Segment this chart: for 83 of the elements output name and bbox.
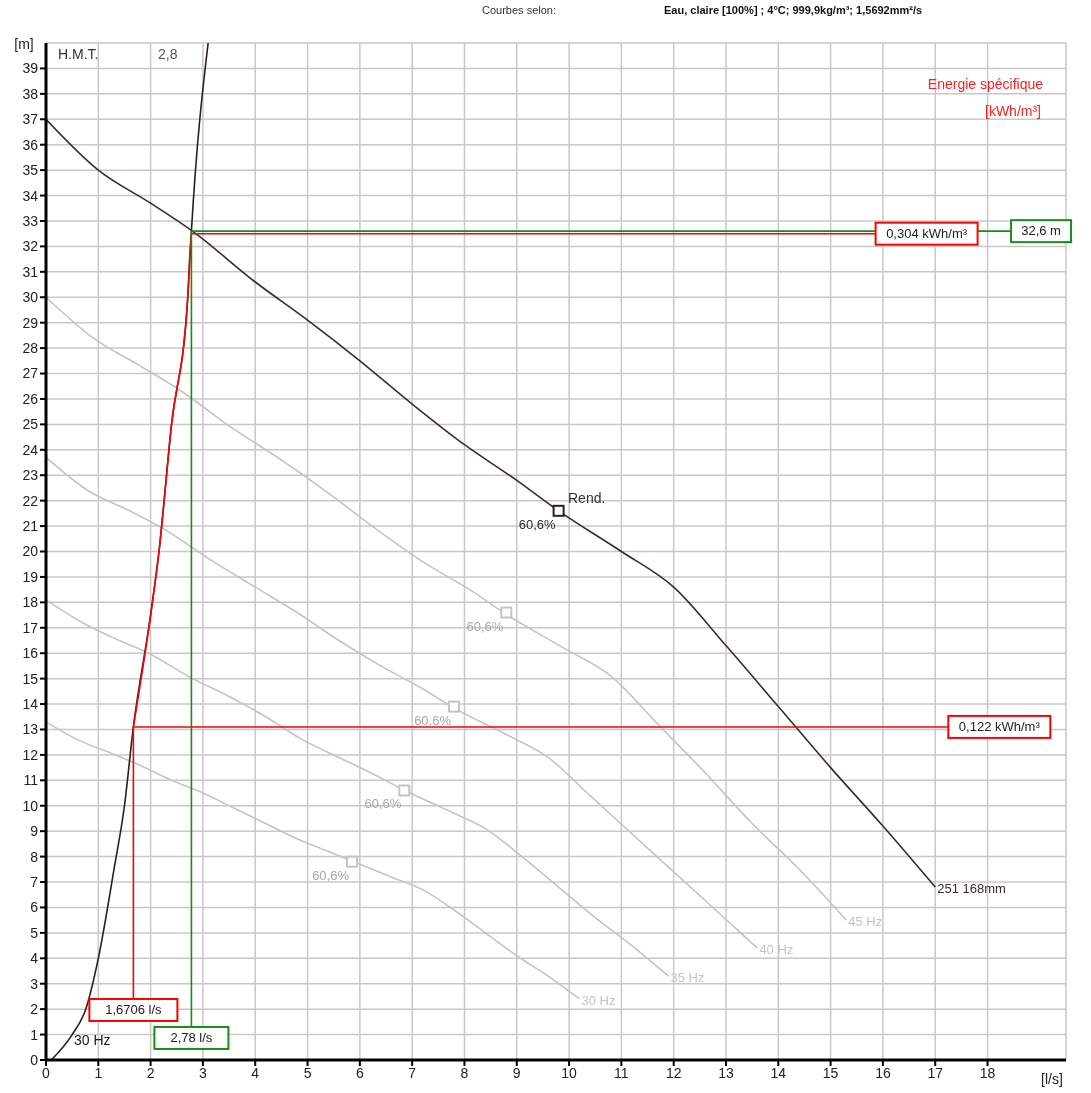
annotation: 60,6% <box>312 867 350 883</box>
y-tick-label: 25 <box>22 416 39 433</box>
y-tick-label: 26 <box>22 390 39 407</box>
y-tick-label: 0 <box>30 1051 39 1068</box>
y-axis-title: [m] <box>14 36 34 52</box>
y-tick-label: 11 <box>23 772 39 789</box>
x-tick-label: 10 <box>561 1064 578 1081</box>
y-tick-label: 35 <box>22 162 39 179</box>
y-tick-label: 7 <box>30 873 39 890</box>
annotation: 2,78 l/s <box>170 1029 213 1045</box>
y-tick-label: 34 <box>22 187 39 204</box>
y-tick-label: 18 <box>22 594 39 611</box>
series-label: 40 Hz <box>759 942 794 958</box>
annotation: 60,6% <box>364 796 402 812</box>
x-tick-label: 8 <box>460 1064 469 1081</box>
y-tick-label: 14 <box>22 696 39 713</box>
y-tick-label: 21 <box>22 518 39 535</box>
x-tick-label: 15 <box>822 1064 839 1081</box>
chart-title: Courbes selon: <box>482 4 556 16</box>
y-tick-label: 15 <box>22 670 39 687</box>
annotation: 1,6706 l/s <box>105 1001 163 1017</box>
y-tick-label: 5 <box>30 924 39 941</box>
chart-subtitle: Eau, claire [100%] ; 4°C; 999,9kg/m³; 1,5692mm²/s <box>664 4 923 16</box>
x-tick-label: 0 <box>42 1064 51 1081</box>
x-tick-label: 11 <box>614 1064 629 1081</box>
x-tick-label: 9 <box>512 1064 521 1081</box>
x-tick-label: 6 <box>355 1064 364 1081</box>
x-tick-label: 3 <box>199 1064 208 1081</box>
x-tick-label: 4 <box>251 1064 260 1081</box>
x-tick-label: 1 <box>94 1064 103 1081</box>
y-tick-label: 6 <box>30 899 39 916</box>
y-tick-label: 28 <box>22 340 39 357</box>
y-tick-label: 12 <box>22 746 39 763</box>
y-tick-label: 32 <box>22 238 39 255</box>
x-tick-label: 18 <box>979 1064 996 1081</box>
annotation: 0,304 kWh/m³ <box>886 225 968 241</box>
y-tick-label: 19 <box>22 568 39 585</box>
y-tick-label: 1 <box>30 1026 39 1043</box>
series-label: 30 Hz <box>581 992 616 1008</box>
y-tick-label: 38 <box>22 85 39 102</box>
x-tick-label: 7 <box>408 1064 417 1081</box>
y-tick-label: 30 <box>22 289 39 306</box>
x-tick-label: 12 <box>665 1064 682 1081</box>
annotation: Rend. <box>568 490 606 506</box>
x-tick-label: 17 <box>927 1064 944 1081</box>
x-axis-title: [l/s] <box>1041 1071 1063 1087</box>
annotation: [kWh/m³] <box>985 103 1041 119</box>
y-tick-label: 17 <box>22 619 39 636</box>
annotation: 0,122 kWh/m³ <box>958 718 1041 734</box>
annotation: 60,6% <box>518 516 557 532</box>
x-tick-label: 16 <box>875 1064 891 1081</box>
y-tick-label: 39 <box>22 60 39 77</box>
series-label: 45 Hz <box>848 914 883 930</box>
y-tick-label: 31 <box>22 263 39 280</box>
y-tick-label: 8 <box>30 848 39 865</box>
y-tick-label: 37 <box>22 111 39 128</box>
y-tick-label: 13 <box>22 721 39 738</box>
annotation: 2,8 <box>158 46 178 62</box>
annotation: Energie spécifique <box>927 76 1043 92</box>
annotation: 60,6% <box>414 712 452 728</box>
annotation: 32,6 m <box>1021 223 1061 239</box>
y-tick-label: 24 <box>22 441 39 458</box>
y-tick-label: 3 <box>30 975 39 992</box>
annotation: H.M.T. <box>58 46 99 62</box>
annotation: 60,6% <box>466 618 504 634</box>
y-tick-label: 29 <box>22 314 39 331</box>
y-tick-label: 2 <box>30 1001 39 1018</box>
x-tick-label: 2 <box>146 1064 155 1081</box>
y-tick-label: 20 <box>22 543 39 560</box>
y-tick-label: 23 <box>22 467 39 484</box>
x-tick-label: 5 <box>303 1064 312 1081</box>
y-tick-label: 10 <box>22 797 39 814</box>
y-tick-label: 4 <box>30 950 39 967</box>
y-tick-label: 27 <box>22 365 39 382</box>
y-tick-label: 36 <box>22 136 39 153</box>
annotation: 30 Hz <box>74 1032 111 1048</box>
y-tick-label: 16 <box>22 645 39 662</box>
y-tick-label: 33 <box>22 212 39 229</box>
x-tick-label: 13 <box>718 1064 734 1081</box>
y-tick-label: 9 <box>30 823 39 840</box>
y-tick-label: 22 <box>22 492 39 509</box>
x-tick-label: 14 <box>770 1064 787 1081</box>
series-label: 251 168mm <box>937 881 1006 897</box>
